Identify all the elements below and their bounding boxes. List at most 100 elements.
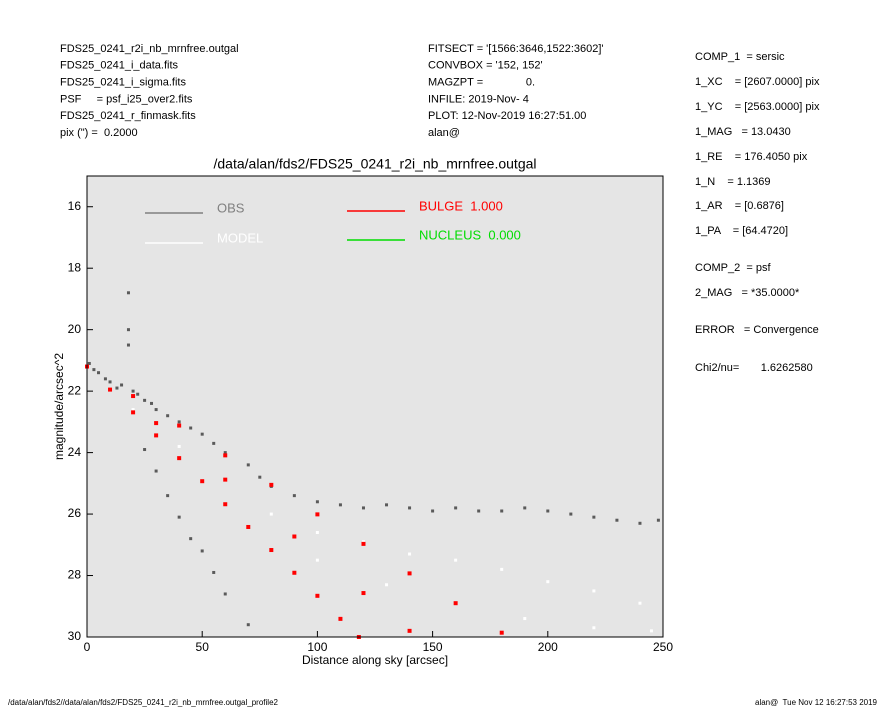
x-tick-label: 100 [307, 640, 327, 654]
point [454, 506, 458, 510]
point [638, 601, 642, 605]
point [500, 509, 504, 513]
point [177, 420, 181, 424]
point [166, 494, 170, 498]
point [212, 441, 216, 445]
param-line: 1_PA = [64.4720] [695, 225, 788, 237]
point [131, 408, 135, 412]
point [523, 617, 527, 621]
info-line: PLOT: 12-Nov-2019 16:27:51.00 [428, 110, 586, 122]
legend-label: MODEL [217, 230, 263, 245]
point [615, 518, 619, 522]
point [246, 463, 250, 467]
point [385, 503, 389, 507]
point [150, 401, 154, 405]
point [143, 448, 147, 452]
x-axis-label: Distance along sky [arcsec] [302, 653, 448, 667]
point [338, 616, 343, 621]
point [87, 361, 91, 365]
x-tick-label: 250 [653, 640, 673, 654]
param-line: COMP_1 = sersic [695, 51, 785, 63]
x-tick-label: 200 [538, 640, 558, 654]
param-line: 1_AR = [0.6876] [695, 200, 784, 212]
point [177, 444, 181, 448]
point [131, 389, 135, 393]
point [131, 394, 136, 399]
point [177, 423, 182, 428]
point [407, 571, 412, 576]
legend-label: NUCLEUS 0.000 [419, 227, 521, 242]
info-line: PSF = psf_i25_over2.fits [60, 93, 193, 105]
y-tick-label: 28 [68, 568, 82, 582]
point [223, 477, 228, 482]
point [246, 623, 250, 627]
x-tick-label: 0 [84, 640, 91, 654]
point [500, 567, 504, 571]
plot-frame [86, 175, 664, 638]
point [546, 580, 550, 584]
y-tick-label: 18 [68, 260, 82, 274]
point [177, 456, 182, 461]
point [431, 509, 435, 513]
point [126, 328, 130, 332]
point [200, 549, 204, 553]
chart-title: /data/alan/fds2/FDS25_0241_r2i_nb_mrnfre… [214, 156, 537, 172]
param-line: ERROR = Convergence [695, 324, 819, 336]
info-line: alan@ [428, 127, 460, 139]
point [189, 537, 193, 541]
point [108, 380, 112, 384]
y-tick-label: 22 [68, 383, 82, 397]
point [638, 521, 642, 525]
point [477, 509, 481, 513]
point [292, 534, 297, 539]
param-line: 1_N = 1.1369 [695, 176, 771, 188]
x-tick-label: 50 [196, 640, 210, 654]
point [269, 548, 274, 553]
point [292, 494, 296, 498]
info-line: FDS25_0241_r_finmask.fits [60, 110, 196, 122]
footer-stamp: alan@ Tue Nov 12 16:27:53 2019 [755, 698, 878, 707]
info-line: FDS25_0241_r2i_nb_mrnfree.outgal [60, 43, 239, 55]
point [454, 558, 458, 562]
point [292, 570, 297, 575]
point [408, 506, 412, 510]
param-line: 1_YC = [2563.0000] pix [695, 101, 820, 113]
param-line: COMP_2 = psf [695, 262, 771, 274]
point [385, 583, 389, 587]
point [315, 500, 319, 504]
point [154, 433, 159, 438]
footer-path: /data/alan/fds2//data/alan/fds2/FDS25_02… [8, 698, 279, 707]
point [592, 515, 596, 519]
info-line: FDS25_0241_i_data.fits [60, 60, 179, 72]
point [361, 506, 365, 510]
point [166, 414, 170, 418]
point [143, 398, 147, 402]
point [407, 628, 412, 633]
point [361, 591, 366, 596]
point [131, 410, 136, 415]
y-tick-label: 16 [68, 199, 82, 213]
legend-label: BULGE 1.000 [419, 198, 503, 213]
point [315, 558, 319, 562]
point [120, 383, 124, 387]
point [499, 630, 504, 635]
y-tick-label: 30 [68, 629, 82, 643]
point [315, 531, 319, 535]
point [361, 541, 366, 546]
point [315, 512, 320, 517]
param-line: Chi2/nu= 1.6262580 [695, 362, 813, 374]
point [408, 552, 412, 556]
info-line: INFILE: 2019-Nov- 4 [428, 93, 529, 105]
y-tick-label: 24 [68, 445, 82, 459]
point [315, 593, 320, 598]
point [338, 503, 342, 507]
point [569, 512, 573, 516]
info-line: FITSECT = '[1566:3646,1522:3602]' [428, 43, 604, 55]
point [258, 475, 262, 479]
info-line: FDS25_0241_i_sigma.fits [60, 77, 186, 89]
point [200, 432, 204, 436]
param-line: 2_MAG = *35.0000* [695, 287, 800, 299]
point [269, 482, 274, 487]
point [453, 601, 458, 606]
